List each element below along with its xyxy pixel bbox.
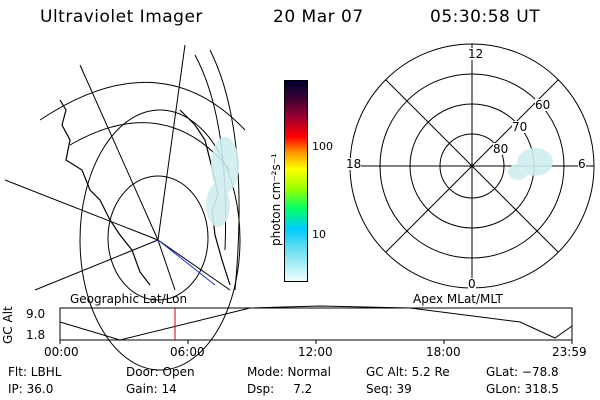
date-label: 20 Mar 07	[273, 7, 364, 27]
mode-info: Mode: Normal	[247, 365, 331, 379]
apex-label: Apex MLat/MLT	[413, 292, 503, 306]
flt-info: Flt: LBHL	[8, 365, 62, 379]
alt-axis-label: GC Alt	[1, 306, 15, 344]
glon-info: GLon: 318.5	[486, 382, 559, 396]
alt-ymax: 9.0	[26, 307, 46, 321]
seq-info: Seq: 39	[366, 382, 412, 396]
x-tick-0000: 00:00	[44, 345, 79, 359]
mlt-label-6: 6	[578, 157, 586, 171]
x-tick-1200: 12:00	[298, 345, 333, 359]
mlt-label-18: 18	[346, 157, 362, 171]
colorbar-tick-10: 10	[312, 228, 326, 241]
colorbar-tick-100: 100	[312, 140, 333, 153]
x-tick-1800: 18:00	[426, 345, 461, 359]
lat-label-70: 70	[512, 120, 528, 134]
gcalt-info: GC Alt: 5.2 Re	[366, 365, 450, 379]
mlt-label-12: 12	[468, 47, 484, 61]
lat-label-60: 60	[535, 98, 551, 112]
time-label: 05:30:58 UT	[430, 7, 541, 27]
alt-ymin: 1.8	[26, 328, 46, 342]
ip-info: IP: 36.0	[8, 382, 54, 396]
lat-label-80: 80	[493, 142, 509, 156]
x-tick-0600: 06:00	[170, 345, 205, 359]
door-info: Door: Open	[126, 365, 195, 379]
dsp-info: Dsp: 7.2	[247, 382, 313, 396]
x-tick-2359: 23:59	[552, 345, 587, 359]
instrument-title: Ultraviolet Imager	[40, 7, 203, 27]
mlt-label-0: 0	[468, 277, 476, 291]
gain-info: Gain: 14	[126, 382, 177, 396]
glat-info: GLat: −78.8	[486, 365, 559, 379]
color-scale-bar	[284, 80, 308, 282]
geographic-label: Geographic Lat/Lon	[70, 292, 188, 306]
